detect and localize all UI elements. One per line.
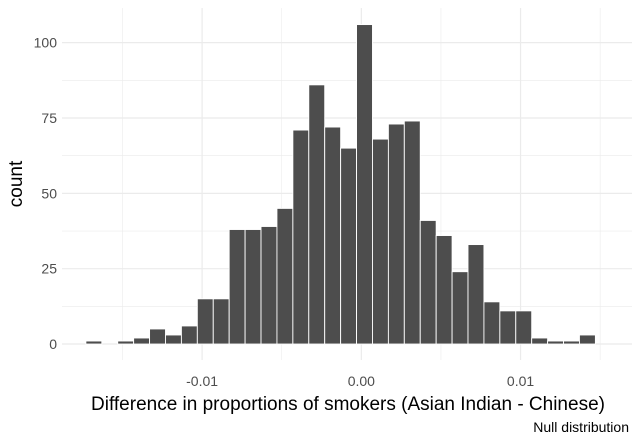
histogram-bar — [180, 325, 198, 345]
histogram-bar — [276, 207, 294, 345]
histogram-bar — [117, 340, 135, 345]
histogram-bar — [372, 138, 389, 345]
histogram-bar — [515, 310, 533, 345]
histogram-bar — [212, 298, 230, 345]
histogram-bar — [579, 334, 596, 345]
histogram-bar — [228, 229, 246, 345]
histogram-bar — [244, 229, 262, 345]
histogram-bar — [403, 120, 421, 345]
histogram-bar — [292, 129, 310, 345]
ticks-layer: 0 25 50 75 100 -0.01 0.00 0.01 — [34, 35, 535, 389]
histogram-bar — [356, 24, 373, 345]
x-tick-label: 0.01 — [507, 373, 534, 389]
histogram-bar — [85, 340, 103, 345]
histogram-bar — [340, 147, 358, 345]
histogram-bar — [435, 235, 453, 345]
x-tick-label: 0.00 — [348, 373, 375, 389]
histogram-bar — [563, 340, 580, 345]
y-tick-label: 100 — [34, 35, 58, 51]
histogram-bar — [547, 340, 564, 345]
y-tick-label: 50 — [41, 185, 57, 201]
bars-layer — [85, 24, 596, 345]
histogram-bar — [451, 271, 469, 345]
histogram-bar — [499, 310, 517, 345]
histogram-bar — [133, 337, 151, 345]
histogram-bar — [531, 337, 549, 345]
histogram-bar — [165, 334, 182, 345]
y-tick-label: 0 — [49, 336, 57, 352]
histogram-bar — [260, 226, 278, 345]
x-tick-label: -0.01 — [186, 373, 218, 389]
histogram-bar — [483, 301, 501, 345]
histogram-bar — [419, 220, 437, 345]
chart-caption: Null distribution — [533, 419, 629, 435]
histogram-bar — [308, 84, 326, 345]
y-tick-label: 75 — [41, 110, 57, 126]
histogram-bar — [149, 328, 166, 345]
histogram-bar — [467, 244, 485, 345]
histogram-bar — [196, 298, 214, 345]
histogram-bar — [387, 123, 405, 345]
y-tick-label: 25 — [41, 261, 57, 277]
histogram-bar — [324, 126, 342, 345]
x-axis-title: Difference in proportions of smokers (As… — [91, 394, 605, 415]
y-axis-title: count — [6, 160, 27, 207]
